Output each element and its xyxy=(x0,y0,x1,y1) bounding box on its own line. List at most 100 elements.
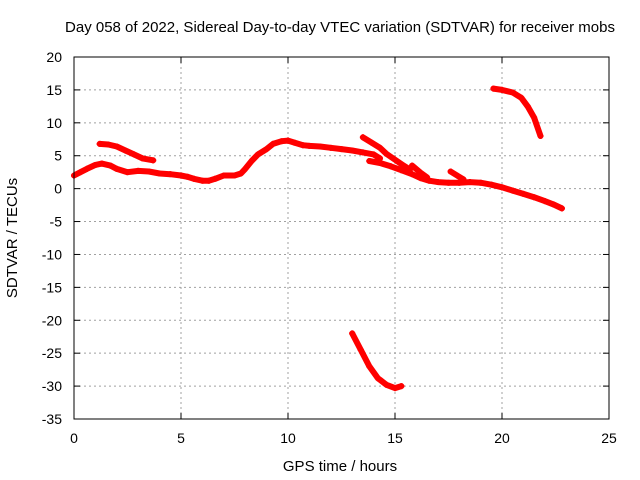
data-point xyxy=(220,172,227,179)
data-point xyxy=(242,165,249,172)
data-point xyxy=(212,175,219,182)
data-point xyxy=(368,139,375,146)
data-point xyxy=(113,165,120,172)
data-point xyxy=(454,172,461,179)
data-point xyxy=(92,161,99,168)
chart-title: Day 058 of 2022, Sidereal Day-to-day VTE… xyxy=(65,19,615,36)
data-point xyxy=(139,155,146,162)
series-arc-low xyxy=(349,330,405,392)
data-point xyxy=(338,146,345,153)
series-arc-high xyxy=(490,85,544,139)
axis-tick-labels: 0 5 10 15 20 25 20 15 10 5 0 -5 -10 -15 -20 -25 -30 -35 xyxy=(42,49,617,446)
data-point xyxy=(105,141,112,148)
x-tick-label: 20 xyxy=(494,430,510,446)
data-series xyxy=(71,85,565,392)
data-point xyxy=(490,85,497,92)
data-point xyxy=(531,114,538,121)
data-point xyxy=(392,385,398,392)
x-tick-label: 0 xyxy=(70,430,78,446)
data-point xyxy=(248,157,255,164)
data-point xyxy=(178,172,184,179)
data-point xyxy=(150,157,157,164)
data-point xyxy=(537,132,544,139)
data-point xyxy=(122,147,129,154)
y-tick-label: -20 xyxy=(42,312,62,328)
data-point xyxy=(359,134,366,141)
data-point xyxy=(398,383,405,390)
y-axis-label: SDTVAR / TECUs xyxy=(4,178,21,298)
data-point xyxy=(558,205,565,212)
data-point xyxy=(349,330,356,337)
data-point xyxy=(409,162,416,169)
data-point xyxy=(270,140,277,147)
y-tick-label: 0 xyxy=(54,181,62,197)
data-point xyxy=(409,171,416,178)
data-point xyxy=(383,381,390,388)
data-point xyxy=(317,143,324,150)
plot-frame xyxy=(73,56,610,420)
data-point xyxy=(447,168,454,175)
data-point xyxy=(417,169,424,176)
y-tick-label: -10 xyxy=(42,246,62,262)
axis-ticks xyxy=(73,56,610,420)
x-tick-label: 10 xyxy=(280,430,296,446)
data-point xyxy=(291,139,298,146)
data-point xyxy=(509,89,516,96)
data-point xyxy=(383,150,390,157)
data-point xyxy=(531,194,538,201)
data-point xyxy=(130,151,137,158)
data-point xyxy=(77,169,84,176)
data-point xyxy=(357,346,364,353)
y-tick-label: -35 xyxy=(42,411,62,427)
data-point xyxy=(518,94,525,101)
data-point xyxy=(524,103,531,110)
series-arc-afternoon xyxy=(366,157,565,212)
data-point xyxy=(466,179,473,186)
data-point xyxy=(327,144,334,151)
data-point xyxy=(377,159,384,166)
data-point xyxy=(400,162,407,169)
data-point xyxy=(499,86,505,93)
y-tick-label: -5 xyxy=(50,214,63,230)
y-tick-label: 15 xyxy=(46,82,62,98)
data-point xyxy=(366,157,373,164)
series-arc-main xyxy=(71,137,384,184)
x-tick-label: 15 xyxy=(387,430,403,446)
data-point xyxy=(387,163,394,170)
y-tick-label: -15 xyxy=(42,279,62,295)
data-point xyxy=(83,165,90,172)
series-line xyxy=(366,158,565,212)
data-point xyxy=(374,375,381,382)
x-axis-label: GPS time / hours xyxy=(283,458,397,475)
data-point xyxy=(370,151,377,158)
series-line xyxy=(349,330,405,392)
data-point xyxy=(349,147,356,154)
x-tick-label: 25 xyxy=(601,430,617,446)
data-point xyxy=(113,143,120,150)
data-point xyxy=(456,179,463,186)
data-point xyxy=(550,201,557,208)
data-point xyxy=(263,146,270,153)
data-point xyxy=(377,144,384,151)
data-point xyxy=(237,170,244,177)
data-point xyxy=(460,176,467,183)
data-point xyxy=(107,162,114,169)
data-point xyxy=(306,142,313,149)
x-tick-label: 5 xyxy=(177,430,185,446)
data-point xyxy=(255,151,262,158)
data-point xyxy=(299,142,306,149)
data-point xyxy=(445,179,452,186)
data-point xyxy=(424,174,431,181)
data-point xyxy=(145,168,152,175)
data-point xyxy=(434,179,441,186)
grid-lines xyxy=(74,57,609,419)
data-point xyxy=(124,169,131,176)
data-point xyxy=(398,167,405,174)
y-tick-label: 5 xyxy=(54,148,62,164)
data-point xyxy=(184,173,191,180)
data-point xyxy=(278,138,285,145)
data-point xyxy=(231,172,238,179)
data-point xyxy=(541,198,548,205)
data-point xyxy=(98,160,105,167)
